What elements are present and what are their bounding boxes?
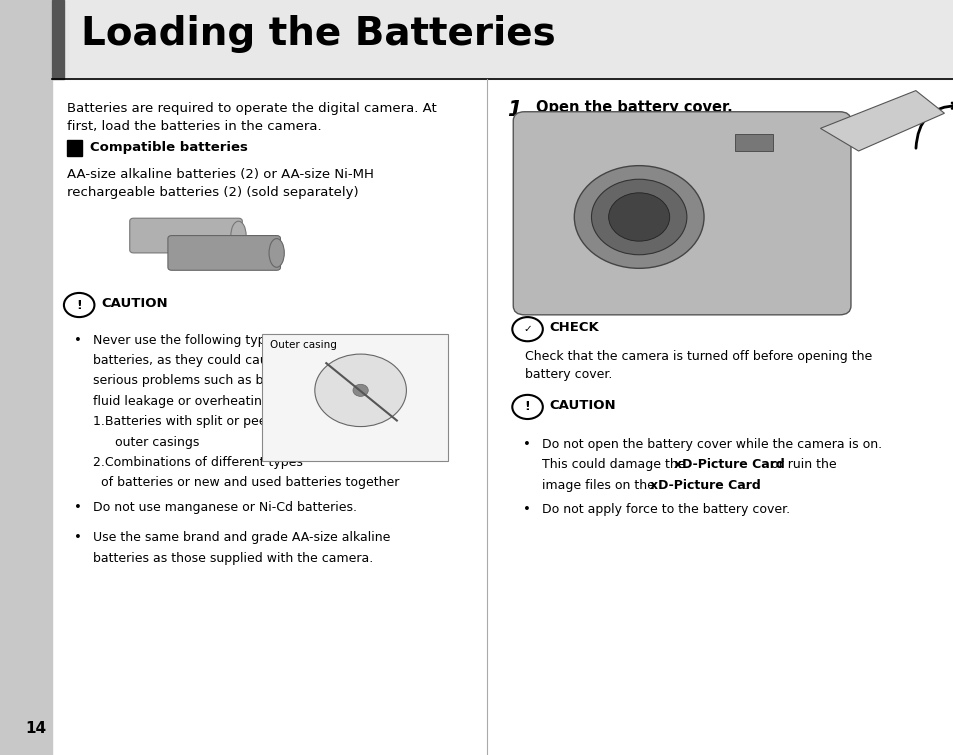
Text: •: •	[74, 334, 82, 347]
Text: Batteries are required to operate the digital camera. At
first, load the batteri: Batteries are required to operate the di…	[67, 102, 436, 133]
Polygon shape	[820, 91, 943, 151]
Text: Never use the following types of: Never use the following types of	[93, 334, 296, 347]
Text: Do not open the battery cover while the camera is on.: Do not open the battery cover while the …	[541, 438, 882, 451]
Bar	[67, 140, 82, 156]
Text: This could damage the: This could damage the	[541, 458, 689, 471]
Circle shape	[353, 384, 368, 396]
Text: outer casings: outer casings	[103, 436, 199, 448]
Bar	[734, 134, 772, 151]
Circle shape	[314, 354, 406, 427]
Ellipse shape	[231, 221, 246, 250]
Text: •: •	[74, 501, 82, 513]
Text: •: •	[522, 438, 530, 451]
Text: Use the same brand and grade AA-size alkaline: Use the same brand and grade AA-size alk…	[93, 532, 391, 544]
Text: Open the battery cover.: Open the battery cover.	[536, 100, 732, 115]
Bar	[262, 334, 448, 461]
Text: Compatible batteries: Compatible batteries	[90, 141, 247, 155]
Text: xD-Picture Card: xD-Picture Card	[673, 458, 783, 471]
FancyBboxPatch shape	[513, 112, 850, 315]
Text: 2.Combinations of different types: 2.Combinations of different types	[93, 456, 303, 469]
Circle shape	[608, 193, 669, 241]
Text: ✓: ✓	[522, 324, 532, 334]
Text: CAUTION: CAUTION	[101, 297, 168, 310]
Text: CHECK: CHECK	[549, 321, 598, 334]
Circle shape	[591, 179, 686, 254]
Bar	[0, 0, 52, 755]
Text: !: !	[76, 298, 82, 312]
Text: fluid leakage or overheating:: fluid leakage or overheating:	[93, 395, 274, 408]
Text: 1: 1	[507, 100, 521, 119]
Text: Do not use manganese or Ni-Cd batteries.: Do not use manganese or Ni-Cd batteries.	[93, 501, 357, 513]
Ellipse shape	[269, 239, 284, 267]
Text: •: •	[74, 532, 82, 544]
Text: .: .	[742, 479, 746, 492]
Text: serious problems such as battery: serious problems such as battery	[93, 374, 301, 387]
Text: 14: 14	[26, 721, 47, 736]
Text: of batteries or new and used batteries together: of batteries or new and used batteries t…	[93, 476, 399, 489]
Text: Do not apply force to the battery cover.: Do not apply force to the battery cover.	[541, 503, 789, 516]
Text: CAUTION: CAUTION	[549, 399, 616, 412]
Text: •: •	[522, 503, 530, 516]
FancyBboxPatch shape	[168, 236, 280, 270]
Circle shape	[574, 165, 703, 268]
Text: AA-size alkaline batteries (2) or AA-size Ni-MH
rechargeable batteries (2) (sold: AA-size alkaline batteries (2) or AA-siz…	[67, 168, 374, 199]
Text: or ruin the: or ruin the	[766, 458, 836, 471]
Text: !: !	[524, 400, 530, 414]
Text: batteries as those supplied with the camera.: batteries as those supplied with the cam…	[93, 551, 374, 565]
Text: batteries, as they could cause: batteries, as they could cause	[93, 354, 282, 367]
Text: xD-Picture Card: xD-Picture Card	[649, 479, 760, 492]
Text: 1.Batteries with split or peeling: 1.Batteries with split or peeling	[93, 415, 290, 428]
Text: image files on the: image files on the	[541, 479, 659, 492]
Text: Check that the camera is turned off before opening the
battery cover.: Check that the camera is turned off befo…	[524, 350, 871, 381]
FancyBboxPatch shape	[130, 218, 242, 253]
Bar	[52, 0, 953, 79]
Text: Loading the Batteries: Loading the Batteries	[81, 15, 556, 53]
Bar	[52, 0, 64, 79]
FancyBboxPatch shape	[786, 117, 843, 217]
Text: Outer casing: Outer casing	[270, 340, 336, 350]
